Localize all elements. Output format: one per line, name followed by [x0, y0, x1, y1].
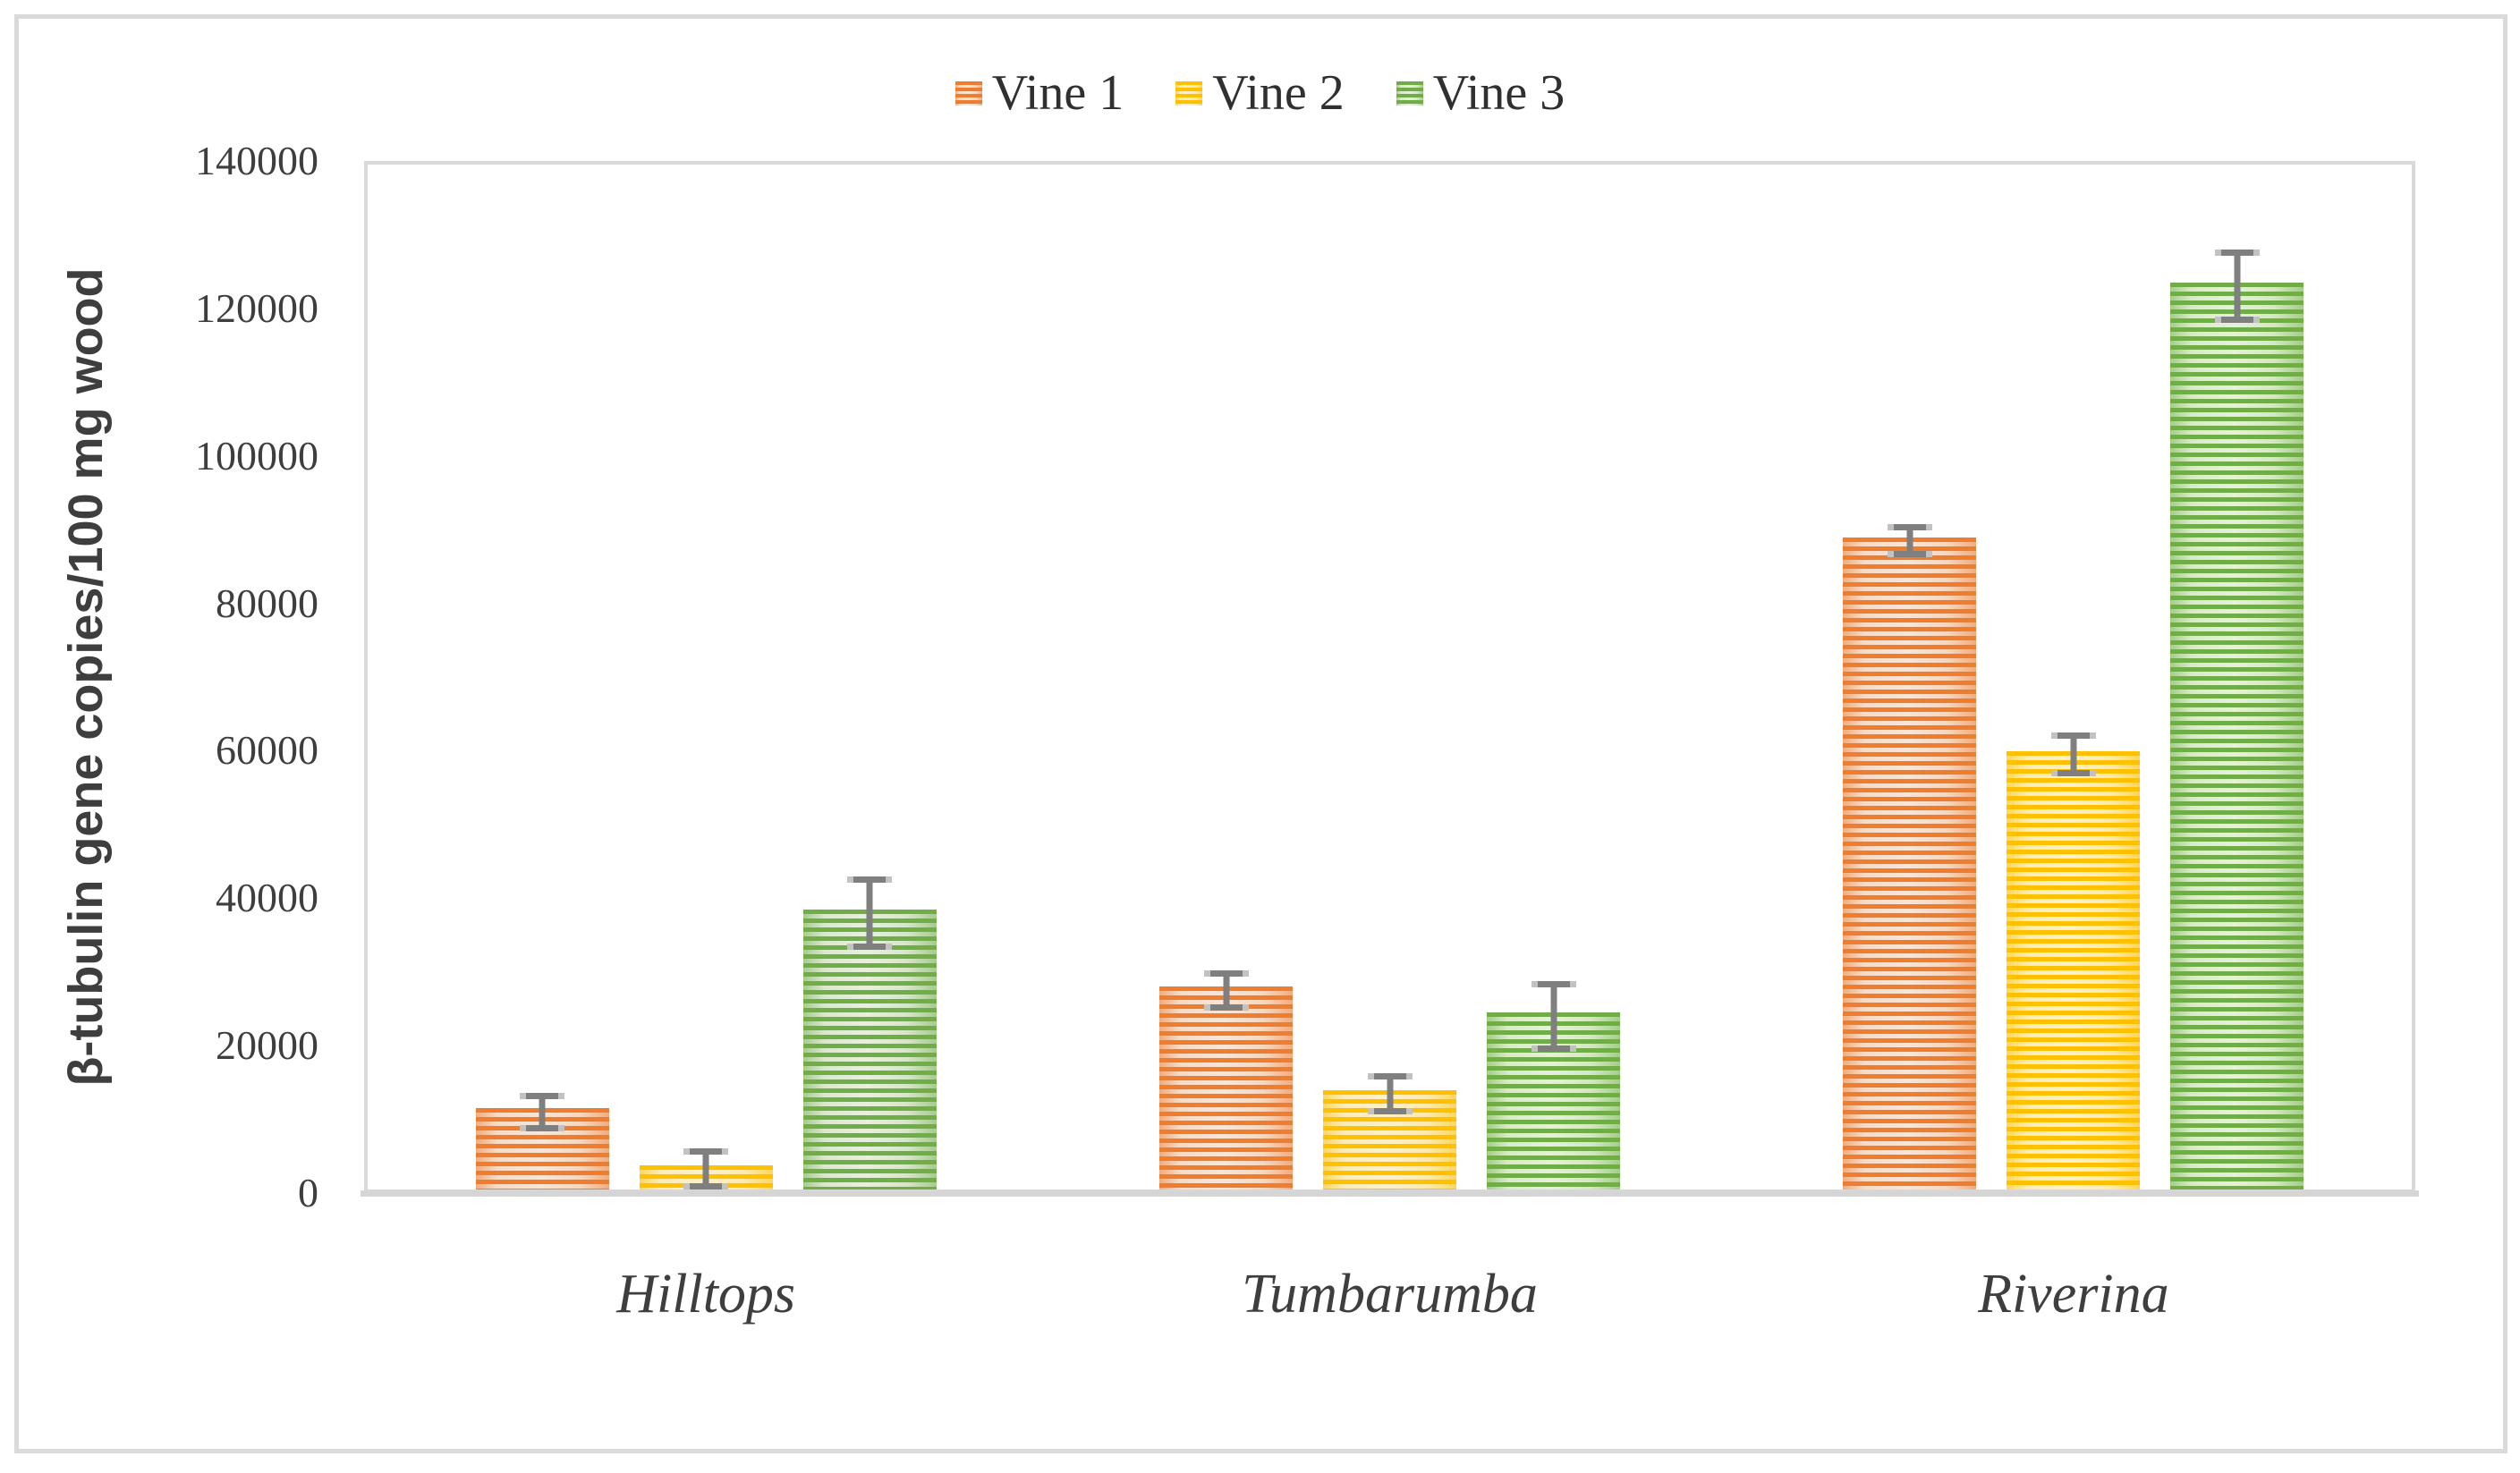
error-bar-bottom-cap	[1373, 1107, 1406, 1114]
category-label-riverina: Riverina	[1978, 1264, 2169, 1325]
y-axis-title: β-tubulin gene copies/100 mg wood	[59, 267, 113, 1087]
legend-label: Vine 2	[1212, 65, 1345, 121]
error-bar-line	[702, 1147, 709, 1189]
category-label-hilltops: Hilltops	[616, 1264, 796, 1325]
error-bar-top-cap	[526, 1092, 559, 1099]
y-tick-label: 20000	[216, 1022, 318, 1069]
bar-vine-1-riverina	[1843, 538, 1977, 1189]
error-bar-top-cap	[1209, 970, 1243, 978]
bar-vine-3-hilltops	[802, 910, 937, 1189]
error-bar-bottom-cap	[1537, 1045, 1570, 1052]
error-bar-top-cap	[1537, 980, 1570, 987]
error-bar-bottom-cap	[2057, 770, 2090, 777]
y-tick-label: 140000	[195, 138, 318, 183]
error-bar-bottom-cap	[526, 1124, 559, 1131]
error-bar-vine-2-riverina	[2057, 732, 2090, 777]
error-bar-vine-3-riverina	[2220, 249, 2253, 324]
error-bar-bottom-cap	[1209, 1003, 1243, 1011]
legend-item-vine-1: Vine 1	[955, 66, 1124, 120]
error-bar-vine-2-tumbarumba	[1373, 1072, 1406, 1114]
error-bar-top-cap	[2057, 732, 2090, 739]
error-bar-vine-1-hilltops	[526, 1092, 559, 1131]
error-bar-bottom-cap	[690, 1182, 723, 1189]
bar-vine-2-riverina	[2007, 751, 2141, 1189]
legend-swatch-icon	[1396, 80, 1423, 106]
legend: Vine 1 Vine 2 Vine 3	[0, 64, 2520, 122]
error-bar-line	[866, 876, 873, 950]
error-bar-vine-3-tumbarumba	[1537, 980, 1570, 1052]
category-label-tumbarumba: Tumbarumba	[1242, 1264, 1538, 1325]
y-tick-label: 0	[298, 1170, 318, 1215]
legend-item-vine-2: Vine 2	[1175, 66, 1345, 120]
y-tick-label: 100000	[195, 432, 318, 478]
bar-vine-3-riverina	[2170, 283, 2304, 1189]
bar-vine-1-tumbarumba	[1159, 986, 1293, 1189]
y-tick-label: 120000	[195, 284, 318, 331]
legend-label: Vine 3	[1432, 65, 1565, 121]
plot-area	[364, 161, 2415, 1193]
error-bar-top-cap	[690, 1147, 723, 1155]
error-bar-bottom-cap	[1893, 551, 1926, 558]
error-bar-line	[539, 1092, 546, 1131]
error-bar-top-cap	[2220, 249, 2253, 256]
x-axis-line	[361, 1190, 2419, 1197]
legend-item-vine-3: Vine 3	[1396, 66, 1565, 120]
error-bar-top-cap	[1893, 523, 1926, 530]
error-bar-line	[1223, 970, 1229, 1011]
y-tick-label: 60000	[216, 727, 318, 774]
error-bar-line	[1550, 980, 1557, 1052]
error-bar-vine-3-hilltops	[853, 876, 887, 950]
error-bar-top-cap	[1373, 1072, 1406, 1079]
error-bar-vine-1-tumbarumba	[1209, 970, 1243, 1011]
error-bar-line	[1906, 523, 1913, 558]
error-bar-line	[1387, 1072, 1393, 1114]
error-bar-line	[2234, 249, 2241, 324]
legend-swatch-icon	[1175, 80, 1203, 106]
error-bar-bottom-cap	[2220, 317, 2253, 324]
error-bar-top-cap	[853, 876, 887, 883]
error-bar-line	[2070, 732, 2077, 777]
y-tick-label: 40000	[216, 875, 318, 921]
legend-label: Vine 1	[991, 65, 1124, 121]
y-tick-label: 80000	[216, 580, 318, 626]
legend-swatch-icon	[955, 80, 982, 106]
error-bar-vine-1-riverina	[1893, 523, 1926, 558]
error-bar-vine-2-hilltops	[690, 1147, 723, 1189]
error-bar-bottom-cap	[853, 943, 887, 950]
